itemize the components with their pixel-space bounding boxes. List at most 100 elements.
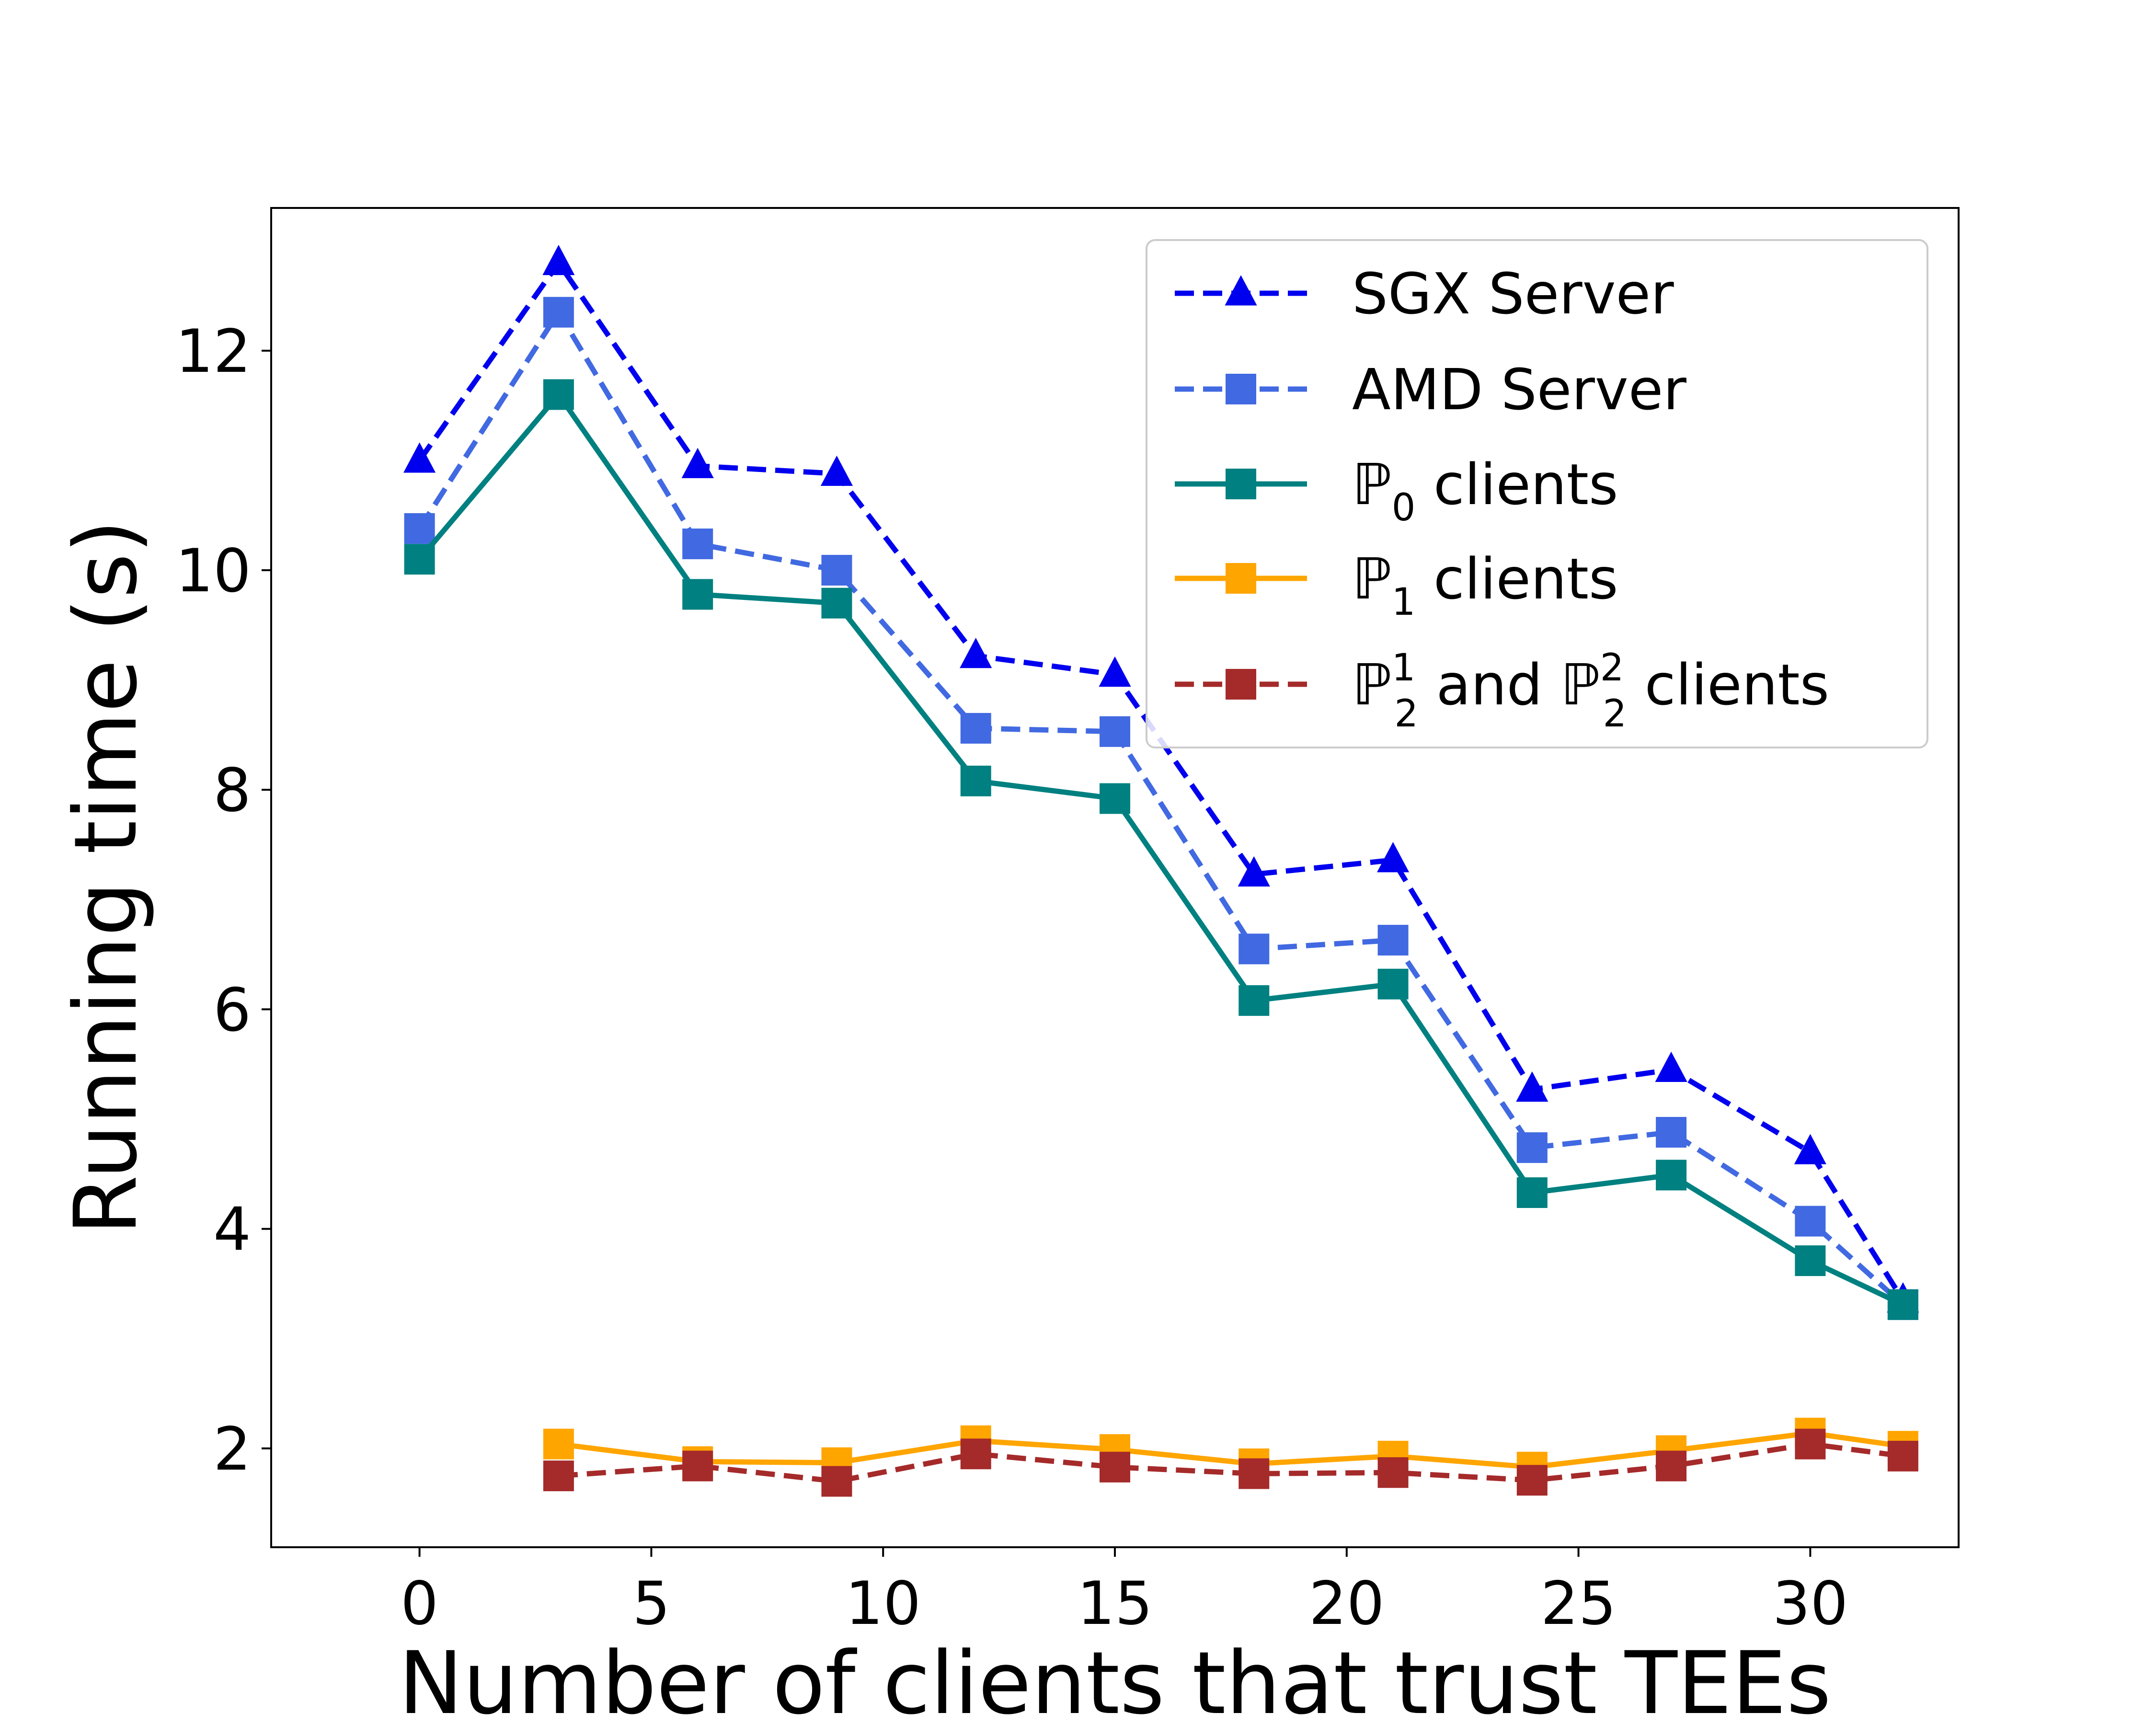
legend-marker [1226,563,1256,594]
legend-marker [1226,374,1256,404]
data-point [1795,1245,1826,1276]
data-point [1887,1289,1918,1320]
legend-label-sup: 2 [1600,646,1624,690]
legend-label-rest: and ℙ [1418,652,1600,718]
series-line [417,310,1905,1307]
legend-label-main: ℙ [1352,652,1392,718]
data-point [1656,1450,1687,1482]
data-point [1516,1071,1548,1102]
data-point [682,1450,713,1482]
legend-entry: ℙ1 2 and ℙ2 2 clients [1175,646,1829,736]
data-point [1100,783,1130,814]
series-2 [404,379,1918,1320]
data-point [542,244,575,276]
data-point [543,297,574,328]
data-point [681,448,714,478]
legend-label-main: ℙ [1352,451,1392,518]
series-line [417,260,1905,1302]
data-point [404,513,435,544]
data-point [960,638,992,668]
legend-entry: ℙ1 clients [1175,546,1618,624]
legend-label-sub: 0 [1392,486,1416,529]
data-point [543,1460,574,1492]
data-point [821,587,852,619]
series-layer [403,244,1919,1497]
data-point [1376,842,1410,873]
data-point [682,529,713,560]
series-4 [543,1428,1918,1497]
legend-label-rest: clients [1415,546,1618,612]
data-point [1516,1177,1548,1208]
data-point [821,1466,852,1497]
x-tick-label: 0 [401,1569,438,1638]
legend-label-sub: 2 [1394,692,1418,736]
legend-label-main: ℙ [1352,546,1392,612]
data-point [1655,1051,1687,1082]
data-point [960,1438,991,1470]
legend-label: AMD Server [1352,356,1686,423]
series-line [558,1441,1904,1484]
legend-label: SGX Server [1352,261,1674,327]
legend-label-main: AMD Server [1352,356,1686,423]
x-tick-label: 15 [1077,1569,1153,1638]
data-point [1795,1206,1826,1237]
data-point [1239,1458,1270,1489]
y-tick-label: 2 [213,1415,251,1484]
y-tick-label: 6 [213,976,251,1045]
legend-label-rest: clients [1627,652,1829,718]
y-tick-label: 4 [213,1196,251,1265]
data-point [1656,1117,1687,1148]
y-tick-label: 8 [213,756,251,825]
legend-marker [1226,669,1256,700]
legend-entry: AMD Server [1175,356,1686,423]
data-point [1238,856,1270,887]
y-tick-label: 10 [175,537,251,606]
data-point [1100,1451,1130,1483]
data-point [404,544,435,575]
legend-label-sup: 1 [1392,646,1416,690]
legend-marker [1225,275,1257,306]
data-point [1516,1132,1548,1163]
legend-entry: ℙ0 clients [1175,451,1618,529]
x-tick-label: 10 [845,1569,921,1638]
data-point [1100,716,1130,747]
data-point [1887,1440,1918,1472]
legend-label: ℙ1 clients [1352,546,1618,624]
data-point [821,555,852,586]
x-tick-label: 25 [1541,1569,1617,1638]
y-axis-title: Running time (s) [56,520,156,1235]
data-point [682,579,713,610]
legend-box [1146,239,1928,748]
data-point [403,442,436,473]
data-point [543,379,574,410]
legend-entry: SGX Server [1175,261,1674,327]
legend-label-sub: 1 [1392,581,1416,624]
legend-label: ℙ0 clients [1352,451,1618,529]
data-point [1239,985,1270,1016]
data-point [1795,1428,1826,1460]
x-tick-label: 5 [632,1569,670,1638]
data-point [1516,1465,1548,1496]
y-tick-label: 12 [175,317,251,386]
legend-label: ℙ1 2 and ℙ2 2 clients [1352,646,1829,736]
data-point [1377,968,1409,1000]
legend-marker [1226,469,1256,499]
data-point [820,455,853,486]
legend-label-main: SGX Server [1352,261,1674,327]
data-point [1239,933,1270,965]
series-line [417,391,1904,1307]
data-point [1377,925,1409,956]
data-point [960,765,991,796]
legend-label-sub: 2 [1603,692,1627,736]
x-tick-label: 20 [1309,1569,1385,1638]
data-point [1656,1160,1687,1191]
data-point [543,1428,574,1460]
data-point [960,713,991,744]
data-point [1377,1457,1409,1488]
series-3 [543,1417,1918,1483]
data-point [1794,1134,1826,1164]
data-point [1099,656,1131,687]
